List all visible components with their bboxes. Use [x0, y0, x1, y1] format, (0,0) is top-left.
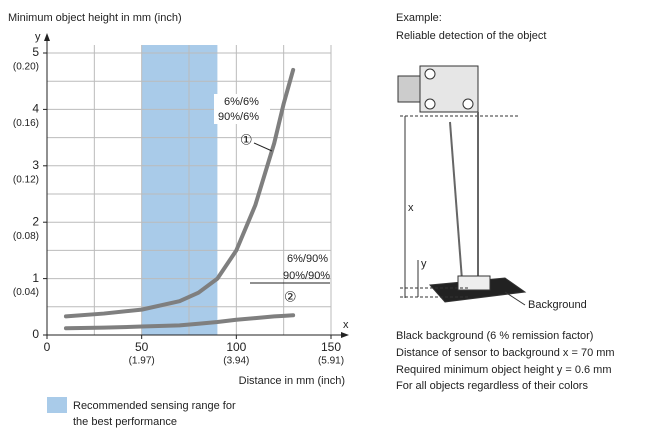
- curve-label: 6%/90%: [287, 253, 328, 265]
- y-symbol: y: [421, 258, 427, 270]
- curve-label: 90%/6%: [218, 111, 259, 123]
- x-tick-label: 100: [226, 340, 246, 354]
- y-tick-label: 2: [32, 214, 39, 228]
- y-tick-sublabel: (0.08): [13, 231, 39, 242]
- leader: [253, 142, 273, 152]
- y-arrow: [44, 33, 50, 41]
- curve: [63, 67, 296, 319]
- example-heading: Example:: [396, 12, 442, 24]
- label-bg: [214, 94, 270, 124]
- note: Required minimum object height y = 0.6 m…: [396, 364, 612, 376]
- range-label: Recommended sensing range for: [73, 400, 236, 412]
- beam: [449, 121, 463, 281]
- curve-number: ②: [284, 289, 297, 305]
- y-tick-label: 3: [32, 158, 39, 172]
- x-tick-label: 0: [44, 340, 51, 354]
- screw: [424, 68, 436, 80]
- y-tick-sublabel: (0.20): [13, 62, 39, 73]
- curve-number: ①: [240, 132, 253, 148]
- curve-label: 90%/90%: [283, 270, 330, 282]
- x-tick-sublabel: (1.97): [129, 356, 155, 367]
- y-tick-label: 0: [32, 327, 39, 341]
- note: For all objects regardless of their colo…: [396, 380, 588, 392]
- example-subheading: Reliable detection of the object: [396, 30, 546, 42]
- curve-label: 6%/6%: [224, 96, 259, 108]
- x-tick-label: 50: [135, 340, 149, 354]
- screw: [462, 98, 474, 110]
- x-axis-label: Distance in mm (inch): [239, 375, 345, 387]
- diagram: [397, 65, 527, 306]
- screw: [424, 98, 436, 110]
- background-label: Background: [528, 299, 587, 311]
- y-tick-label: 1: [32, 271, 39, 285]
- x-tick-sublabel: (3.94): [223, 356, 249, 367]
- object: [457, 275, 491, 291]
- y-tick-sublabel: (0.16): [13, 118, 39, 129]
- leader: [504, 291, 526, 306]
- chart-title: Minimum object height in mm (inch): [8, 12, 182, 24]
- note: Black background (6 % remission factor): [396, 330, 593, 342]
- range-label: the best performance: [73, 416, 177, 428]
- y-axis-symbol: y: [35, 31, 41, 43]
- note: Distance of sensor to background x = 70 …: [396, 347, 615, 359]
- x-axis-symbol: x: [343, 319, 349, 331]
- y-tick-sublabel: (0.12): [13, 174, 39, 185]
- range-swatch: [47, 397, 67, 413]
- y-tick-label: 5: [32, 45, 39, 59]
- x-tick-label: 150: [321, 340, 341, 354]
- y-tick-label: 4: [32, 102, 39, 116]
- connector: [397, 75, 421, 103]
- x-arrow: [341, 332, 349, 338]
- y-tick-sublabel: (0.04): [13, 287, 39, 298]
- curve: [63, 313, 296, 331]
- x-tick-sublabel: (5.91): [318, 356, 344, 367]
- x-symbol: x: [408, 202, 414, 214]
- sensing-range: [141, 45, 218, 335]
